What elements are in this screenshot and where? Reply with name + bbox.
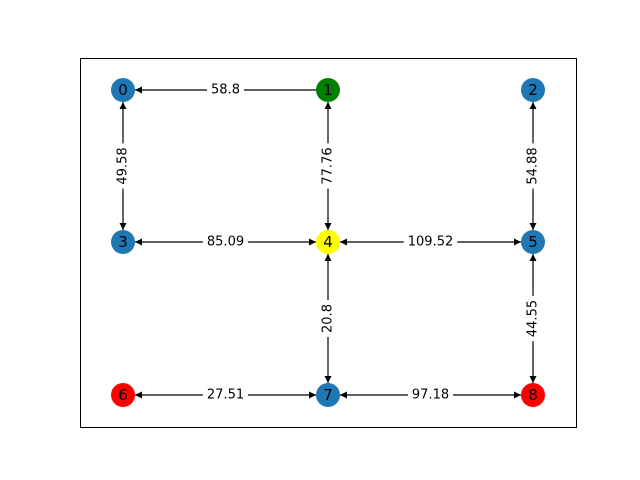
node-circle — [521, 383, 545, 407]
edge-weight-label: 49.58 — [116, 147, 131, 184]
node-8: 8 — [521, 383, 545, 407]
edge-label-background — [114, 143, 132, 189]
node-label: 6 — [118, 386, 128, 404]
edge-label-group-7-8: 97.18 — [407, 386, 454, 404]
edge-label-group-4-7: 20.8 — [319, 300, 337, 337]
node-circle — [521, 78, 545, 102]
node-label: 5 — [528, 233, 538, 251]
node-1: 1 — [316, 78, 340, 102]
edge-label-background — [524, 143, 542, 189]
node-2: 2 — [521, 78, 545, 102]
edge-label-background — [319, 143, 337, 189]
node-6: 6 — [111, 383, 135, 407]
edge-weight-label: 20.8 — [321, 304, 336, 333]
edge-weight-label: 27.51 — [207, 388, 244, 403]
node-0: 0 — [111, 78, 135, 102]
node-circle — [111, 230, 135, 254]
edge-weight-label: 54.88 — [526, 147, 541, 184]
edge-weight-label: 58.8 — [211, 83, 240, 98]
node-label: 7 — [323, 386, 333, 404]
edge-weight-label: 85.09 — [207, 235, 244, 250]
node-circle — [521, 230, 545, 254]
node-circle — [316, 78, 340, 102]
node-7: 7 — [316, 383, 340, 407]
edge-weight-label: 44.55 — [526, 300, 541, 337]
edge-label-group-4-5: 109.52 — [403, 233, 458, 251]
edge-label-group-5-8: 44.55 — [524, 295, 542, 342]
node-label: 3 — [118, 233, 128, 251]
node-circle — [111, 383, 135, 407]
node-label: 1 — [323, 81, 333, 99]
node-3: 3 — [111, 230, 135, 254]
node-label: 2 — [528, 81, 538, 99]
nodes-layer: 0 1 2 3 4 5 6 7 8 — [111, 78, 545, 407]
node-4: 4 — [316, 230, 340, 254]
node-label: 8 — [528, 386, 538, 404]
edge-label-background — [403, 233, 458, 251]
edge-label-group-6-7: 27.51 — [202, 386, 249, 404]
edge-label-group-0-3: 49.58 — [114, 143, 132, 189]
edge-label-group-2-5: 54.88 — [524, 143, 542, 189]
node-circle — [111, 78, 135, 102]
edge-label-background — [207, 81, 244, 99]
edge-weight-label: 77.76 — [321, 147, 336, 184]
edge-weight-label: 97.18 — [412, 388, 449, 403]
edge-label-background — [202, 386, 249, 404]
edge-label-background — [407, 386, 454, 404]
node-circle — [316, 383, 340, 407]
edge-labels-layer: 58.8 49.58 77.76 54.88 85.09 109.52 20.8 44.55 2… — [114, 81, 542, 404]
edge-label-group-3-4: 85.09 — [202, 233, 249, 251]
edge-label-background — [202, 233, 249, 251]
edge-label-background — [524, 295, 542, 342]
node-label: 0 — [118, 81, 128, 99]
node-label: 4 — [323, 233, 333, 251]
edge-weight-label: 109.52 — [408, 235, 454, 250]
node-circle — [316, 230, 340, 254]
edge-label-group-1-0: 58.8 — [207, 81, 244, 99]
edge-label-background — [319, 300, 337, 337]
edge-label-group-1-4: 77.76 — [319, 143, 337, 189]
node-5: 5 — [521, 230, 545, 254]
